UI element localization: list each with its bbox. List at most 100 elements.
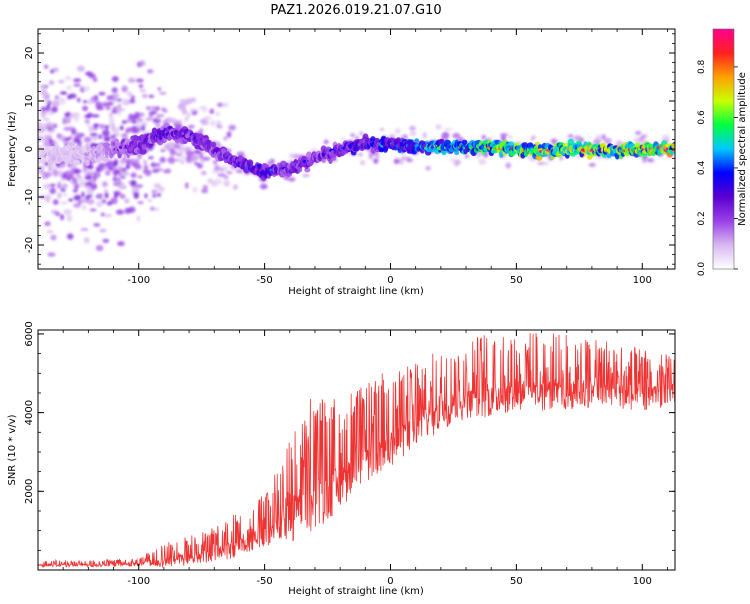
heatmap-cell — [99, 123, 106, 130]
heatmap-cell — [143, 164, 149, 172]
heatmap-cell — [71, 112, 80, 118]
heatmap-cell — [98, 134, 103, 140]
heatmap-cell — [90, 186, 95, 191]
heatmap-cell — [101, 199, 106, 204]
heatmap-cell — [145, 106, 152, 111]
heatmap-cell — [62, 172, 67, 180]
heatmap-cell — [43, 142, 51, 148]
colorbar-gradient — [713, 29, 734, 269]
heatmap-cell — [73, 137, 81, 143]
heatmap-cell — [65, 85, 72, 91]
heatmap-cell — [217, 125, 223, 129]
heatmap-cell — [588, 162, 596, 167]
heatmap-cell — [209, 108, 215, 115]
heatmap-cell — [158, 91, 167, 95]
heatmap-cell — [95, 245, 104, 252]
colorbar-tick-label: 0.4 — [697, 161, 707, 176]
y-tick-label: 10 — [24, 95, 35, 108]
heatmap-cell — [106, 201, 113, 206]
heatmap-cell — [73, 78, 82, 83]
heatmap-cell — [104, 125, 110, 130]
heatmap-cell — [84, 114, 92, 119]
heatmap-cell — [98, 193, 104, 200]
heatmap-cell — [89, 208, 97, 212]
heatmap-cell — [157, 87, 162, 91]
heatmap-cell — [223, 175, 229, 180]
heatmap-cell — [133, 191, 140, 199]
heatmap-cell — [214, 178, 223, 186]
heatmap-cell — [96, 201, 103, 208]
heatmap-cell — [400, 156, 409, 161]
heatmap-cell — [464, 154, 469, 158]
heatmap-cell — [44, 221, 51, 226]
heatmap-cell — [60, 214, 65, 221]
heatmap-cell — [71, 128, 76, 136]
heatmap-cell — [126, 118, 134, 123]
heatmap-cell — [150, 206, 155, 211]
heatmap-cell — [179, 155, 187, 160]
heatmap-cell — [137, 153, 142, 160]
heatmap-cell — [190, 108, 196, 113]
heatmap-cell — [259, 183, 268, 190]
heatmap-cell — [568, 134, 574, 138]
heatmap-cell — [92, 77, 98, 83]
heatmap-cell — [60, 201, 69, 205]
heatmap-cell — [121, 133, 128, 138]
heatmap-cell — [41, 124, 47, 131]
heatmap-cell — [46, 121, 54, 128]
heatmap-cell — [119, 193, 126, 199]
heatmap-cell — [156, 114, 165, 118]
heatmap-cell — [117, 98, 122, 102]
heatmap-cell — [104, 213, 113, 218]
x-tick-label: -100 — [127, 576, 150, 587]
heatmap-cell — [567, 138, 575, 147]
spectrogram-y-axis-label: Frequency (Hz) — [7, 111, 18, 187]
heatmap-cell — [151, 194, 157, 198]
heatmap-cell — [425, 166, 431, 171]
heatmap-cell — [125, 128, 130, 134]
heatmap-cell — [444, 127, 453, 132]
heatmap-cell — [65, 76, 72, 81]
x-tick-label: -50 — [256, 275, 272, 286]
heatmap-cell — [40, 106, 48, 113]
heatmap-cell — [80, 228, 89, 231]
heatmap-cell — [221, 102, 229, 108]
heatmap-cell — [151, 105, 156, 111]
heatmap-cell — [228, 124, 236, 131]
x-tick-label: 0 — [387, 275, 393, 286]
heatmap-cell — [88, 73, 96, 79]
heatmap-cell — [73, 194, 82, 201]
heatmap-cell — [115, 209, 125, 215]
heatmap-cell — [130, 172, 137, 178]
heatmap-cell — [103, 188, 109, 193]
heatmap-cell — [52, 169, 59, 177]
heatmap-cell — [40, 84, 46, 90]
heatmap-cell — [174, 158, 181, 162]
heatmap-cell — [106, 95, 114, 101]
heatmap-cell — [82, 100, 88, 104]
heatmap-cell — [200, 170, 207, 176]
heatmap-cell — [62, 184, 68, 190]
spectrogram-heatmap — [38, 60, 675, 257]
heatmap-cell — [79, 181, 86, 188]
heatmap-cell — [136, 215, 141, 222]
heatmap-cell — [121, 85, 128, 93]
snr-y-axis-label: SNR (10 * v/v) — [7, 414, 18, 485]
heatmap-cell — [210, 120, 216, 127]
heatmap-cell — [68, 141, 76, 147]
heatmap-cell — [226, 131, 232, 138]
heatmap-cell — [393, 158, 400, 165]
heatmap-cell — [537, 161, 545, 166]
heatmap-cell — [72, 189, 78, 193]
heatmap-cell — [52, 67, 59, 73]
heatmap-cell — [508, 135, 513, 139]
heatmap-cell — [86, 164, 93, 170]
heatmap-cell — [184, 182, 189, 189]
heatmap-cell — [66, 233, 74, 240]
y-tick-label: 2000 — [24, 479, 35, 504]
heatmap-cell — [112, 92, 120, 99]
heatmap-cell — [99, 228, 107, 233]
heatmap-cell — [210, 141, 217, 148]
heatmap-cell — [221, 165, 229, 172]
x-tick-label: 100 — [633, 576, 652, 587]
